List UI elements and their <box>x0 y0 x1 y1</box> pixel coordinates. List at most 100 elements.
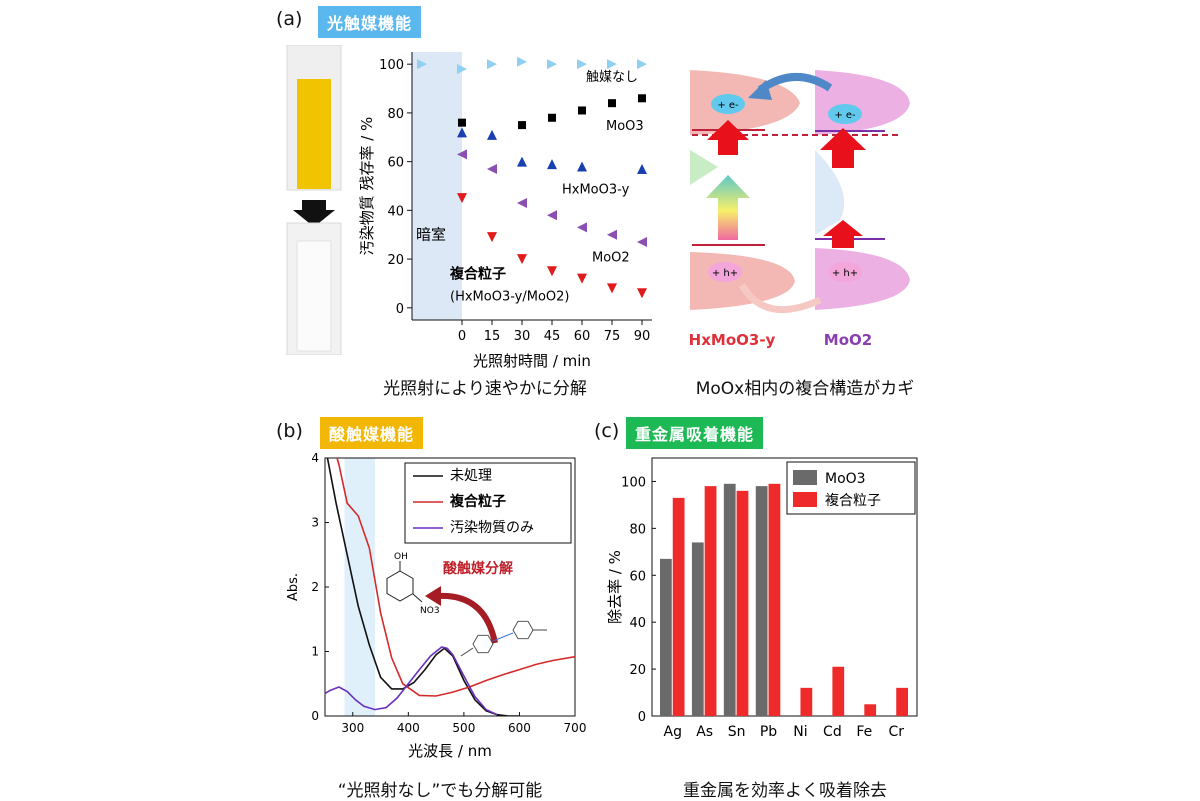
no3-label: NO3 <box>420 606 440 616</box>
y-tick-label: 40 <box>629 616 646 631</box>
data-point <box>517 156 527 167</box>
reaction-arrowhead-icon <box>425 586 441 606</box>
arrow-text: 酸触媒分解 <box>443 560 513 577</box>
bar-As-0 <box>691 542 704 716</box>
category-label: Ag <box>664 724 682 740</box>
bar-Cr-1 <box>896 687 909 716</box>
y-tick-label: 1 <box>311 645 319 659</box>
legend-swatch <box>793 492 817 507</box>
y-tick-label: 80 <box>387 107 404 122</box>
dark-label: 暗室 <box>416 226 446 244</box>
series-line-0 <box>326 458 520 716</box>
x-tick-label: 60 <box>574 329 591 344</box>
data-point <box>578 106 586 115</box>
panel-a-tag: 光触媒機能 <box>318 6 422 38</box>
y-tick-label: 100 <box>379 58 404 73</box>
data-point <box>608 99 616 108</box>
chart-c: 0 20 40 60 80 100 除去率 / % Ag As Sn Pb Ni Cd Fe Cr MoO3 複… <box>606 457 918 740</box>
data-point <box>547 159 557 170</box>
data-point <box>417 59 427 70</box>
electron-right <box>828 104 862 124</box>
electron-right-label: + e- <box>834 110 856 121</box>
red-up-arrow-small-icon <box>823 220 863 248</box>
composite-sub-label: (HxMoO3-y/MoO2) <box>450 290 570 305</box>
bar-Fe-1 <box>864 704 877 716</box>
band-diagram: + e- + e- + h+ + h+ HxMoO3-y MoO2 <box>689 70 910 349</box>
data-point <box>637 288 647 299</box>
y-tick-label: 40 <box>387 204 404 219</box>
x-tick-label: 45 <box>544 329 561 344</box>
data-point <box>517 56 527 67</box>
data-point <box>548 113 556 122</box>
hole-right-label: + h+ <box>832 268 858 279</box>
data-point <box>547 59 557 70</box>
category-label: Cd <box>823 724 842 740</box>
cuvette-after-liquid <box>296 240 332 352</box>
down-arrow-icon <box>293 200 335 227</box>
data-point <box>457 193 467 204</box>
x-tick-label: 500 <box>452 721 475 735</box>
x-tick-label: 30 <box>514 329 531 344</box>
legend-swatch <box>793 470 817 485</box>
caption-b: “光照射なし”でも分解可能 <box>337 781 543 801</box>
panel-c-label: (c) <box>594 420 620 442</box>
x-tick-label: 400 <box>397 721 420 735</box>
bar-Sn-0 <box>723 483 736 716</box>
panel-c-tag: 重金属吸着機能 <box>626 417 764 449</box>
category-label: As <box>696 724 713 740</box>
x-tick-label: 700 <box>564 721 587 735</box>
bar-Pb-1 <box>768 483 781 716</box>
red-up-arrow-left-icon <box>707 120 749 155</box>
x-tick-label: 600 <box>508 721 531 735</box>
category-label: Ni <box>793 724 807 740</box>
legend-label: 未処理 <box>450 468 492 484</box>
data-point <box>458 118 466 127</box>
data-point <box>487 129 497 140</box>
reaction-arrow-icon <box>436 592 498 644</box>
azo-bond <box>492 632 514 642</box>
y-tick-label: 100 <box>621 475 646 490</box>
blue-band <box>815 150 845 235</box>
data-point <box>547 210 557 221</box>
y-tick-label: 3 <box>311 516 319 530</box>
data-point <box>487 59 497 70</box>
x-axis-label: 光波長 / nm <box>408 742 492 760</box>
category-label: Cr <box>888 724 904 740</box>
caption-c: 重金属を効率よく吸着除去 <box>683 781 887 801</box>
hole-right <box>828 262 862 282</box>
chart-a: 暗室 0 15 30 45 60 75 90 0 20 40 60 80 100 光照射時間 / min 汚染… <box>358 52 652 370</box>
data-point <box>487 163 497 174</box>
dye-ring-1 <box>512 620 534 640</box>
data-point <box>457 64 467 75</box>
series-line-2 <box>325 646 498 716</box>
data-point <box>607 59 617 70</box>
caption-a-left: 光照射により速やかに分解 <box>383 379 587 399</box>
bar-As-1 <box>704 486 717 716</box>
composite-label: 複合粒子 <box>449 266 506 283</box>
y-axis-label: 汚染物質 残存率 / % <box>358 117 376 256</box>
hx-valence-band <box>690 252 795 310</box>
x-tick-label: 75 <box>604 329 621 344</box>
caption-a-right: MoOx相内の複合構造がカギ <box>695 379 915 399</box>
chart-b: 300 400 500 600 700 0 1 2 3 4 光波長 / nm Abs. 未処理複合粒子汚… <box>286 451 587 760</box>
y-tick-label: 20 <box>629 663 646 678</box>
green-band <box>690 150 718 185</box>
bar-Sn-1 <box>736 490 749 716</box>
data-point <box>577 161 587 172</box>
hole-left-label: + h+ <box>712 268 738 279</box>
x-tick-label: 0 <box>458 329 466 344</box>
data-point <box>577 222 587 233</box>
data-point <box>457 127 467 138</box>
bar-Cd-1 <box>832 666 845 716</box>
data-point <box>607 229 617 240</box>
data-point <box>638 94 646 103</box>
legend-label: 複合粒子 <box>449 493 506 510</box>
band-label-moo2: MoO2 <box>824 331 872 349</box>
series-line-1 <box>336 458 575 697</box>
data-point <box>577 273 587 284</box>
y-tick-label: 20 <box>387 253 404 268</box>
category-label: Sn <box>728 724 746 740</box>
bar-Pb-0 <box>755 486 768 716</box>
amine-bond <box>460 647 474 657</box>
no3-bond <box>412 593 423 603</box>
